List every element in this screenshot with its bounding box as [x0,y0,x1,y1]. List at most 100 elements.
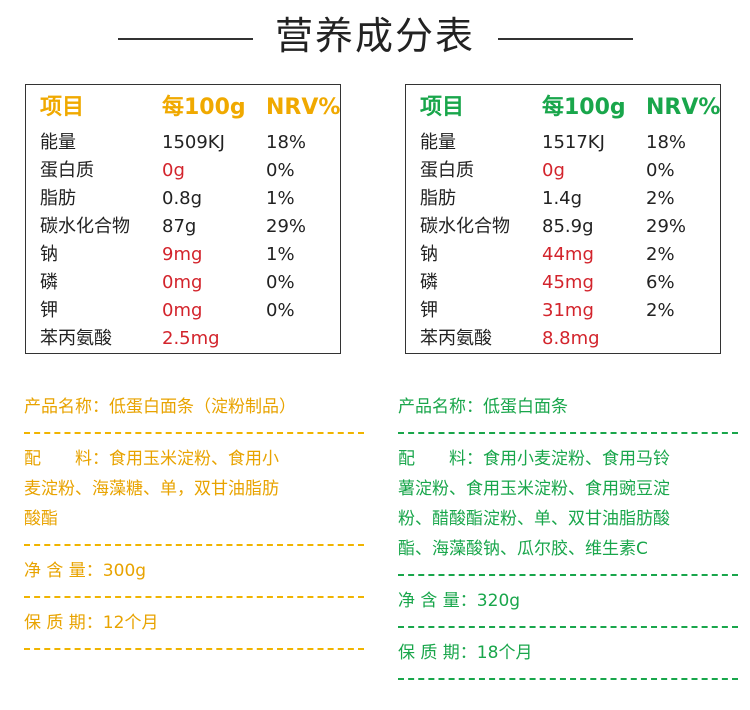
product-name: 产品名称：低蛋白面条 [398,397,568,417]
nutrient-value: 87g [162,216,197,237]
nutrient-nrv: 18% [646,132,687,153]
ingredients-line: 配 料：食用玉米淀粉、食用小 [24,449,279,469]
header-item: 项目 [420,95,465,120]
net-content: 净 含 量：300g [24,561,147,581]
nutrient-nrv: 0% [266,300,295,321]
nutrient-nrv: 0% [266,272,295,293]
product-info-right: 产品名称：低蛋白面条 配 料：食用小麦淀粉、食用马铃 薯淀粉、食用玉米淀粉、食用… [398,392,738,680]
nutrient-value: 1517KJ [542,132,605,153]
net-content: 净 含 量：320g [398,591,521,611]
table-row: 蛋白质 0g 0% [26,157,340,185]
dashed-divider [398,678,738,680]
nutrient-nrv: 0% [266,160,295,181]
table-row: 能量 1509KJ 18% [26,129,340,157]
dashed-divider [398,626,738,628]
dashed-divider [398,574,738,576]
table-row: 苯丙氨酸 2.5mg [26,325,340,353]
header-nrv: NRV% [266,95,341,120]
table-header: 项目 每100g NRV% [406,91,720,125]
header-per100g: 每100g [542,95,626,120]
title-divider-left [118,38,253,40]
nutrient-nrv: 1% [266,244,295,265]
table-row: 脂肪 1.4g 2% [406,185,720,213]
nutrient-nrv: 6% [646,272,675,293]
table-row: 碳水化合物 87g 29% [26,213,340,241]
title-divider-right [498,38,633,40]
table-row: 碳水化合物 85.9g 29% [406,213,720,241]
nutrient-value: 1509KJ [162,132,225,153]
nutrient-name: 能量 [420,132,456,153]
title-row: 营养成分表 [0,8,750,68]
nutrient-nrv: 18% [266,132,307,153]
nutrient-value: 9mg [162,244,203,265]
nutrient-value: 0.8g [162,188,203,209]
header-per100g: 每100g [162,95,246,120]
header-item: 项目 [40,95,85,120]
table-row: 能量 1517KJ 18% [406,129,720,157]
nutrient-nrv: 2% [646,244,675,265]
ingredients-line: 粉、醋酸酯淀粉、单、双甘油脂肪酸 [398,509,670,529]
table-row: 磷 45mg 6% [406,269,720,297]
product-name: 产品名称：低蛋白面条（淀粉制品） [24,397,296,417]
nutrient-name: 钾 [420,300,438,321]
ingredients-line: 配 料：食用小麦淀粉、食用马铃 [398,449,670,469]
nutrient-name: 钠 [40,244,58,265]
nutrient-nrv: 0% [646,160,675,181]
header-nrv: NRV% [646,95,721,120]
ingredients-line: 酯、海藻酸钠、瓜尔胶、维生素C [398,539,648,559]
table-row: 蛋白质 0g 0% [406,157,720,185]
table-header: 项目 每100g NRV% [26,91,340,125]
table-body: 能量 1509KJ 18% 蛋白质 0g 0% 脂肪 0.8g 1% 碳水化合物 87g 29% 钠 9m… [26,129,340,353]
nutrient-name: 脂肪 [420,188,456,209]
nutrient-nrv: 29% [266,216,307,237]
nutrient-name: 钠 [420,244,438,265]
nutrient-name: 苯丙氨酸 [40,328,112,349]
table-row: 脂肪 0.8g 1% [26,185,340,213]
nutrient-value: 0mg [162,272,203,293]
nutrient-nrv: 1% [266,188,295,209]
nutrient-name: 磷 [40,272,58,293]
nutrient-value: 85.9g [542,216,594,237]
table-body: 能量 1517KJ 18% 蛋白质 0g 0% 脂肪 1.4g 2% 碳水化合物 85.9g 29% 钠… [406,129,720,353]
nutrition-table-right: 项目 每100g NRV% 能量 1517KJ 18% 蛋白质 0g 0% 脂肪 1.4g 2%… [405,84,721,354]
nutrient-nrv: 2% [646,188,675,209]
nutrient-name: 碳水化合物 [40,216,130,237]
nutrient-value: 0g [162,160,185,181]
nutrient-value: 0mg [162,300,203,321]
nutrient-name: 钾 [40,300,58,321]
dashed-divider [24,648,364,650]
nutrient-nrv: 29% [646,216,687,237]
page-title: 营养成分表 [274,14,475,58]
nutrient-value: 0g [542,160,565,181]
dashed-divider [24,432,364,434]
shelf-life: 保 质 期：12个月 [24,613,159,633]
table-row: 苯丙氨酸 8.8mg [406,325,720,353]
nutrient-name: 蛋白质 [40,160,94,181]
shelf-life: 保 质 期：18个月 [398,643,533,663]
nutrition-table-left: 项目 每100g NRV% 能量 1509KJ 18% 蛋白质 0g 0% 脂肪 0.8g 1%… [25,84,341,354]
nutrient-value: 1.4g [542,188,583,209]
nutrient-value: 31mg [542,300,594,321]
product-info-left: 产品名称：低蛋白面条（淀粉制品） 配 料：食用玉米淀粉、食用小 麦淀粉、海藻糖、… [24,392,364,650]
nutrient-nrv: 2% [646,300,675,321]
table-row: 钾 31mg 2% [406,297,720,325]
nutrient-value: 45mg [542,272,594,293]
ingredients-line: 麦淀粉、海藻糖、单，双甘油脂肪 [24,479,279,499]
nutrient-value: 2.5mg [162,328,220,349]
table-row: 钠 44mg 2% [406,241,720,269]
nutrient-value: 44mg [542,244,594,265]
nutrient-name: 苯丙氨酸 [420,328,492,349]
nutrient-name: 蛋白质 [420,160,474,181]
dashed-divider [24,544,364,546]
dashed-divider [398,432,738,434]
ingredients-line: 薯淀粉、食用玉米淀粉、食用豌豆淀 [398,479,670,499]
nutrient-name: 磷 [420,272,438,293]
ingredients-line: 酸酯 [24,509,58,529]
nutrient-name: 脂肪 [40,188,76,209]
table-row: 钾 0mg 0% [26,297,340,325]
table-row: 钠 9mg 1% [26,241,340,269]
nutrient-value: 8.8mg [542,328,600,349]
nutrient-name: 碳水化合物 [420,216,510,237]
nutrient-name: 能量 [40,132,76,153]
table-row: 磷 0mg 0% [26,269,340,297]
